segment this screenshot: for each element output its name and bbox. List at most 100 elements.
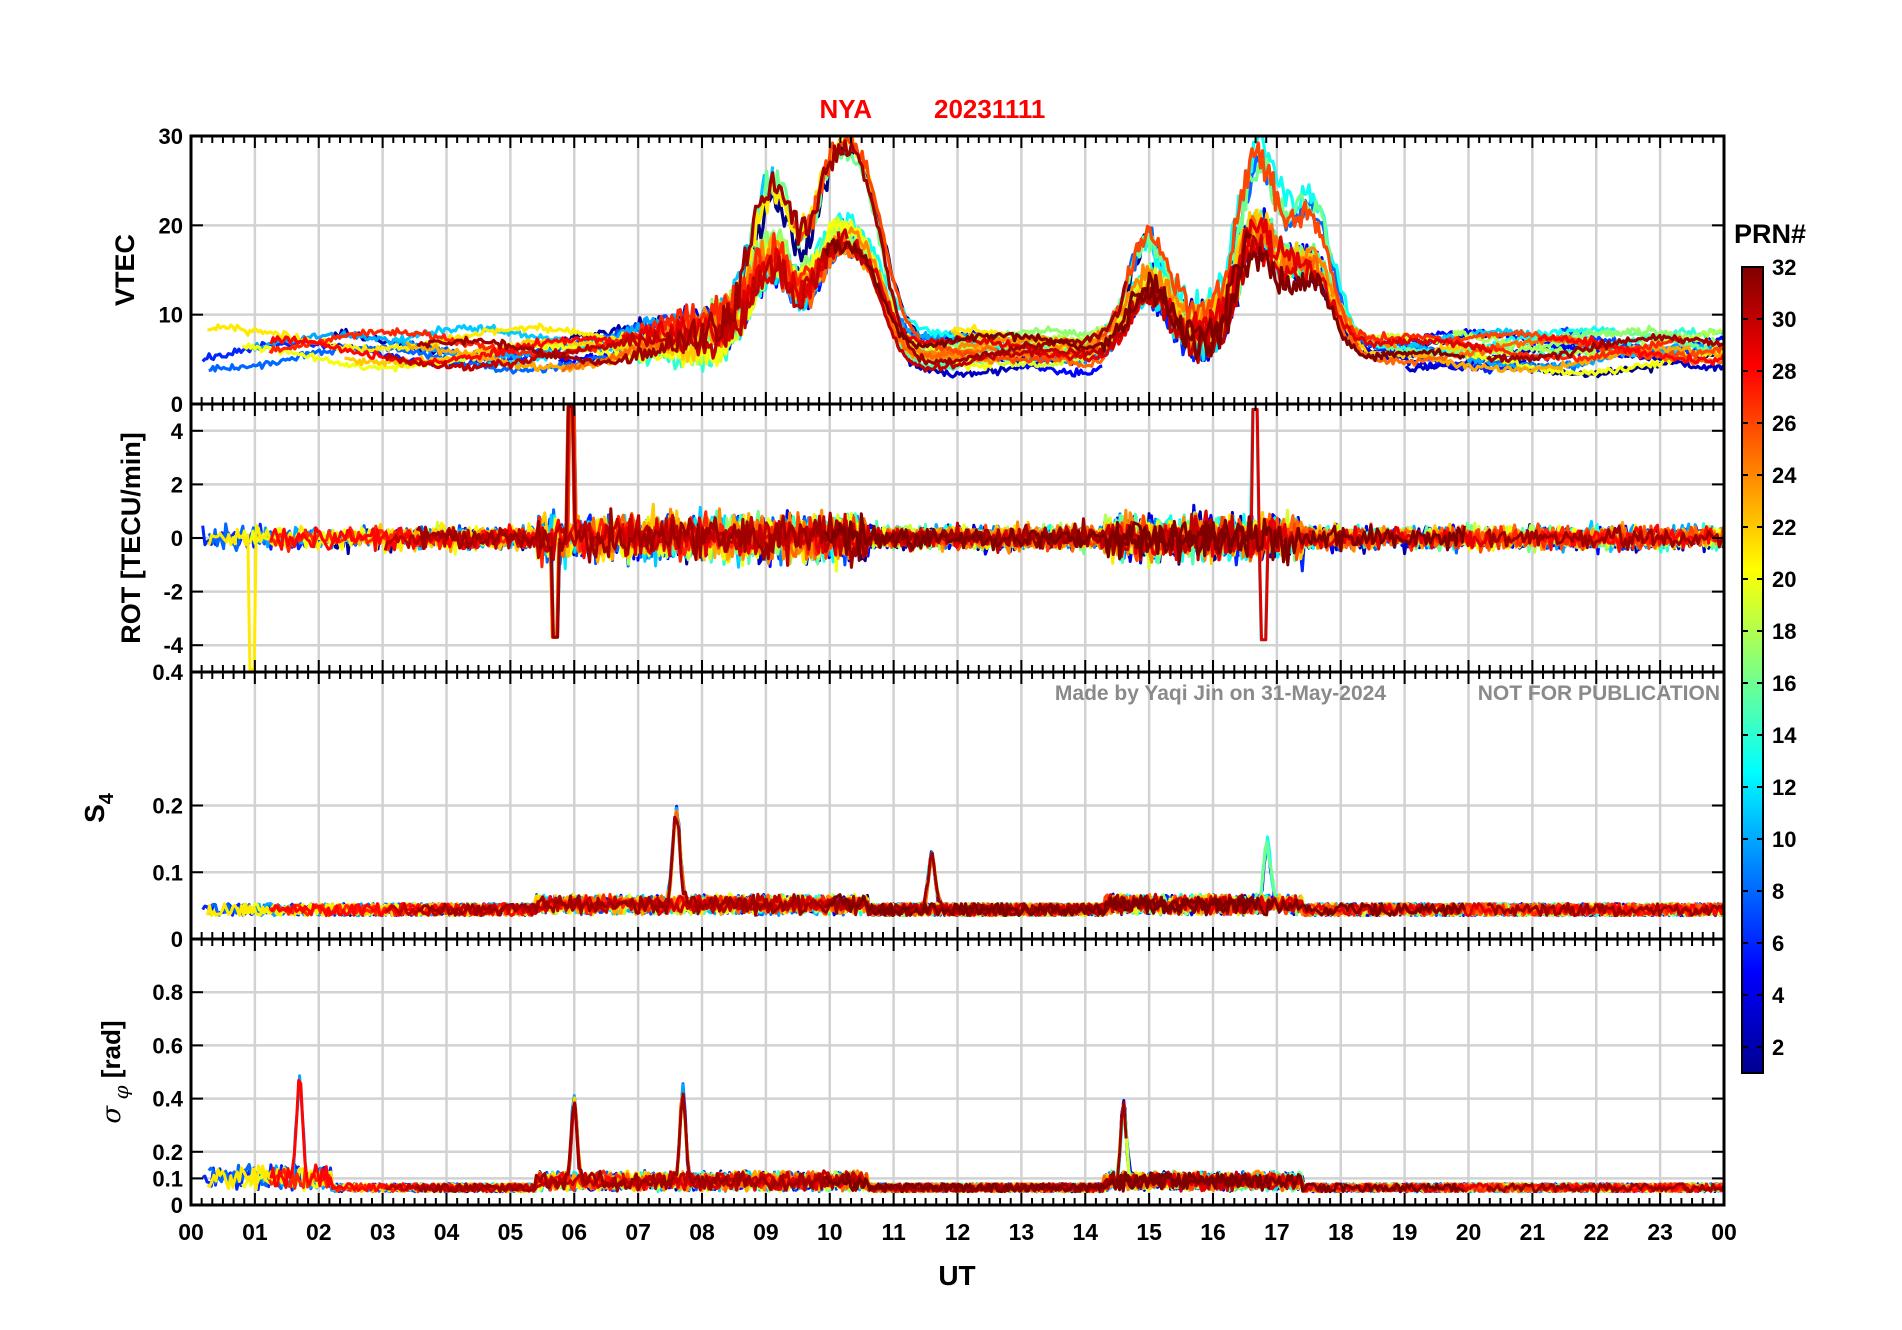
x-tick-label: 11 (881, 1219, 906, 1245)
x-tick-label: 21 (1520, 1219, 1546, 1245)
prn-trace (1114, 246, 1466, 363)
y-tick-label: 0.2 (152, 794, 183, 819)
prn-trace (383, 228, 849, 372)
prn-trace (269, 1079, 615, 1193)
y-tick-label: 0 (171, 392, 183, 417)
sigma-phi-ylabel: σ φ [rad] (96, 1020, 133, 1123)
x-tick-label: 14 (1072, 1219, 1098, 1245)
x-tick-label: 02 (306, 1219, 332, 1245)
s4-ylabel: S4 (79, 792, 118, 823)
prn-trace (824, 1171, 1253, 1194)
colorbar-tick-label: 6 (1772, 931, 1784, 956)
svg-text:σ φ [rad]: σ φ [rad] (96, 1020, 133, 1123)
x-tick-label: 05 (498, 1219, 524, 1245)
x-tick-label: 22 (1583, 1219, 1609, 1245)
colorbar-tick-label: 14 (1772, 723, 1797, 748)
colorbar-tick-label: 22 (1772, 515, 1796, 540)
y-tick-label: 30 (159, 124, 183, 149)
prn-trace (823, 893, 1253, 917)
y-tick-label: 20 (159, 213, 183, 238)
prn-trace (1113, 894, 1466, 917)
x-tick-label: 19 (1392, 1219, 1418, 1245)
colorbar-gradient (1741, 266, 1764, 1074)
prn-trace (1445, 329, 1724, 360)
x-tick-label: 04 (434, 1219, 460, 1245)
y-tick-label: 0 (171, 927, 183, 952)
prn-trace (823, 229, 1253, 353)
y-tick-label: 0 (171, 526, 183, 551)
rot-ylabel: ROT [TECU/min] (116, 432, 146, 643)
x-tick-label: 07 (625, 1219, 651, 1245)
vtec-ylabel: VTEC (110, 234, 140, 306)
colorbar-tick-label: 24 (1772, 463, 1797, 488)
x-tick-label: 12 (945, 1219, 971, 1245)
colorbar-tick-label: 10 (1772, 827, 1796, 852)
prn-trace (1114, 1171, 1466, 1194)
colorbar-tick-label: 30 (1772, 307, 1796, 332)
y-tick-label: 0.1 (152, 1166, 183, 1191)
colorbar-tick-label: 32 (1772, 255, 1796, 280)
colorbar-tick-label: 18 (1772, 619, 1796, 644)
colorbar-tick-label: 28 (1772, 359, 1796, 384)
y-tick-label: 10 (159, 303, 183, 328)
x-tick-label: 13 (1009, 1219, 1035, 1245)
y-tick-label: 0.4 (152, 1087, 183, 1112)
y-tick-label: 4 (171, 419, 184, 444)
x-tick-label: 01 (242, 1219, 268, 1245)
y-tick-label: 0.1 (152, 860, 183, 885)
chart-title-station: NYA (819, 94, 872, 124)
colorbar-tick-label: 16 (1772, 671, 1796, 696)
y-tick-label: 2 (171, 472, 183, 497)
x-tick-label: 16 (1200, 1219, 1226, 1245)
prn-trace (1412, 345, 1724, 374)
s4-panel: 0 0.1 0.2 0.4 (152, 660, 1726, 952)
prn-trace (416, 139, 1128, 367)
prn-trace (1486, 332, 1724, 363)
x-tick-label: 20 (1456, 1219, 1482, 1245)
x-tick-label: 23 (1647, 1219, 1673, 1245)
colorbar-tick-label: 26 (1772, 411, 1796, 436)
watermark-notice: NOT FOR PUBLICATION (1478, 682, 1720, 705)
x-tick-label: 06 (561, 1219, 587, 1245)
prn-trace (836, 231, 1264, 373)
x-tick-label: 18 (1328, 1219, 1354, 1245)
colorbar-tick-label: 20 (1772, 567, 1796, 592)
x-tick-label: 15 (1136, 1219, 1162, 1245)
x-tick-label: 08 (689, 1219, 715, 1245)
x-tick-label: 17 (1264, 1219, 1290, 1245)
colorbar-tick-label: 12 (1772, 775, 1796, 800)
prn-trace (415, 405, 1127, 639)
y-tick-label: -2 (163, 580, 183, 605)
prn-trace (824, 512, 1253, 562)
prn-trace (1485, 1182, 1724, 1193)
sigma-phi-panel: 00.10.2 0.4 0.6 0.8 (152, 937, 1726, 1218)
y-tick-label: -4 (163, 633, 183, 658)
x-tick-labels: 00 01 02 03 04 05 06 07 08 09 10 11 12 13 14 15 16 17 18 19… (178, 1219, 1737, 1245)
y-tick-label: 0.6 (152, 1033, 183, 1058)
x-axis-label: UT (938, 1260, 975, 1291)
x-tick-label: 09 (753, 1219, 779, 1245)
colorbar-tick-label: 4 (1772, 983, 1785, 1008)
rot-panel: -4 -2 0 2 4 (163, 402, 1726, 674)
colorbar-tick-label: 8 (1772, 879, 1784, 904)
y-tick-label: 0.8 (152, 980, 183, 1005)
x-tick-label: 10 (817, 1219, 843, 1245)
svg-text:S4: S4 (79, 792, 118, 823)
prn-trace (1537, 333, 1724, 366)
y-tick-label: 0.4 (152, 660, 183, 685)
x-tick-label: 00 (1711, 1219, 1737, 1245)
prn-trace (1486, 902, 1724, 918)
x-tick-label: 00 (178, 1219, 204, 1245)
vtec-panel: 0 10 20 30 (159, 124, 1726, 417)
x-tick-label: 03 (370, 1219, 396, 1245)
prn-trace (1113, 515, 1466, 567)
colorbar-label: PRN# (1734, 219, 1806, 249)
prn-trace (733, 138, 1155, 366)
y-tick-label: 0.2 (152, 1140, 183, 1165)
colorbar-tick-label: 2 (1772, 1035, 1784, 1060)
y-tick-label: 0 (171, 1193, 183, 1218)
prn-trace (269, 335, 616, 366)
chart-title-date: 20231111 (934, 94, 1045, 124)
